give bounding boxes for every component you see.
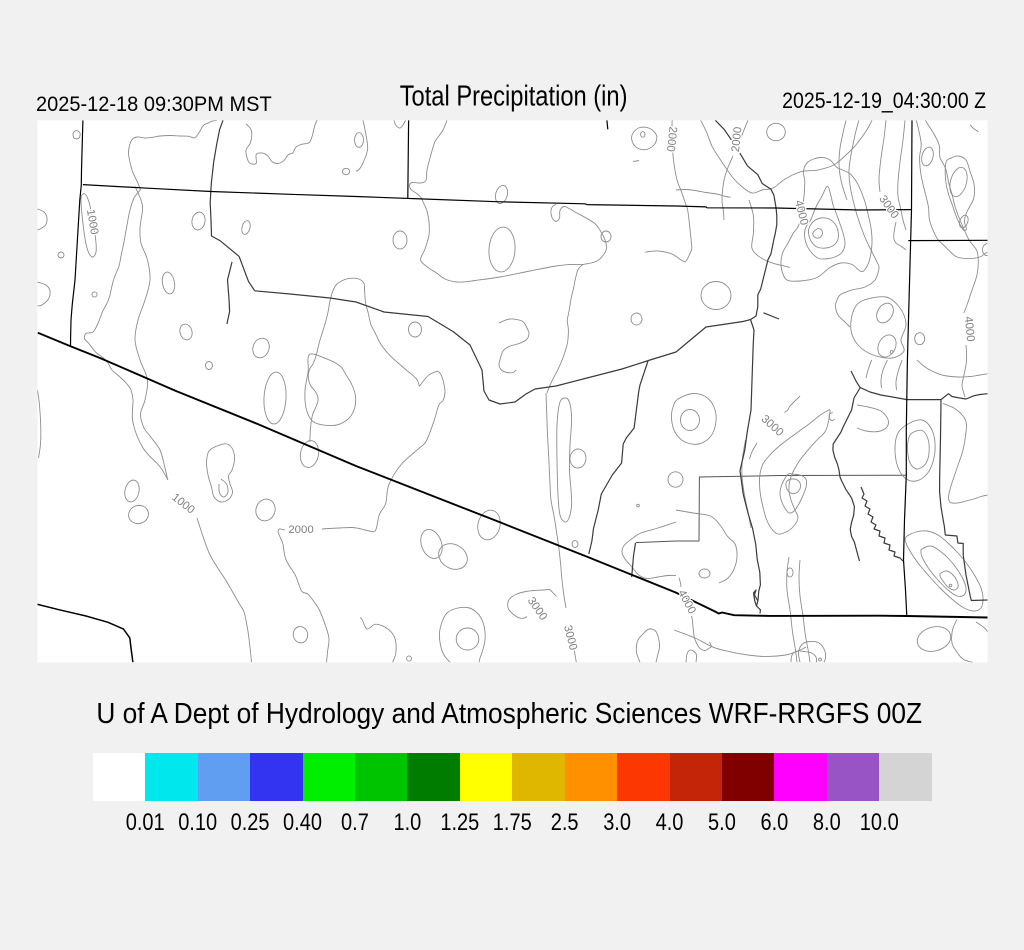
svg-text:1000: 1000 <box>84 208 100 235</box>
svg-text:2000: 2000 <box>664 126 679 152</box>
svg-text:4000: 4000 <box>792 199 810 226</box>
svg-text:2000: 2000 <box>730 126 745 152</box>
svg-text:2000: 2000 <box>288 524 313 536</box>
svg-text:4000: 4000 <box>962 316 977 342</box>
